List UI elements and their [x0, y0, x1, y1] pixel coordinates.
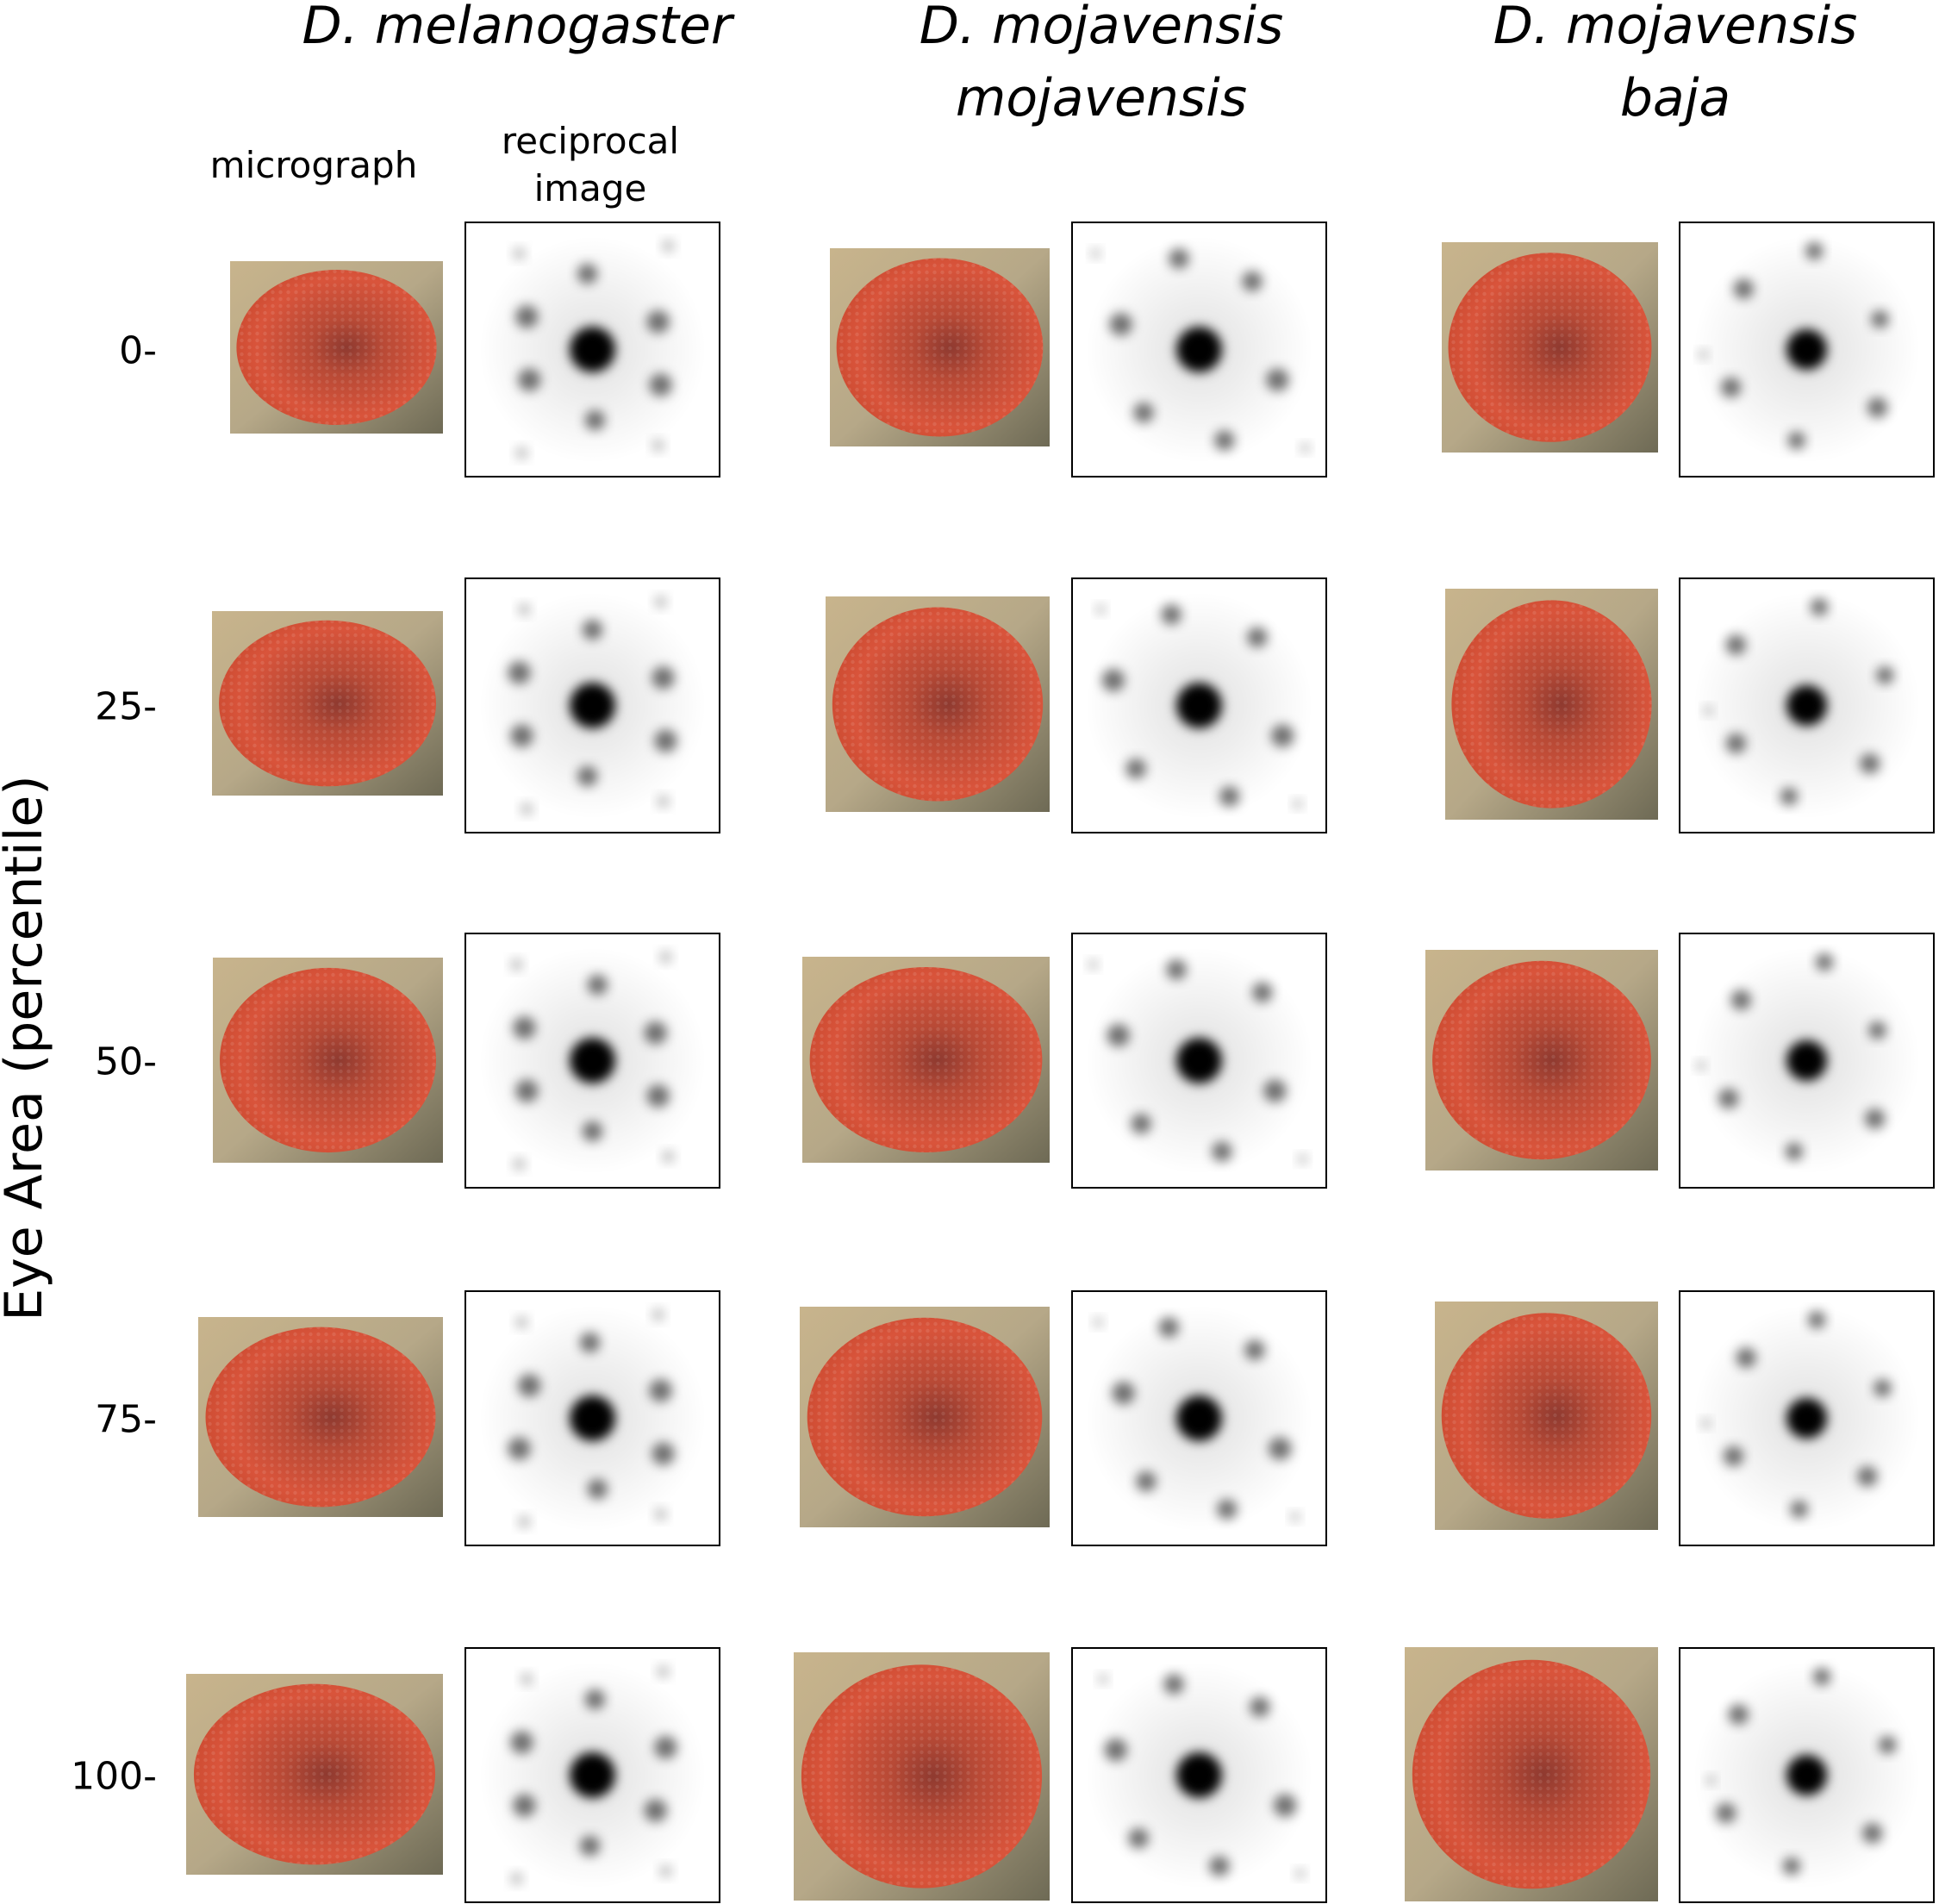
reciprocal-image — [464, 221, 720, 478]
row-tick-label: 75- — [95, 1397, 157, 1442]
eye-micrograph — [830, 248, 1050, 446]
species-title-line1: D. mojavensis — [1493, 0, 1858, 56]
reciprocal-image — [1679, 1646, 1935, 1903]
eye-micrograph — [1405, 1647, 1658, 1901]
reciprocal-image — [464, 932, 720, 1189]
species-title-mojavensis-mojavensis: D. mojavensis mojavensis — [843, 0, 1360, 134]
species-title-line2: baja — [1619, 68, 1731, 128]
eye-micrograph — [213, 958, 443, 1163]
reciprocal-image — [1071, 1646, 1327, 1903]
reciprocal-image — [1071, 577, 1327, 833]
species-title-line1: D. melanogaster — [302, 0, 733, 56]
reciprocal-image — [464, 1289, 720, 1546]
eye-micrograph — [1442, 242, 1658, 453]
reciprocal-image — [1071, 1289, 1327, 1546]
reciprocal-image — [1071, 221, 1327, 478]
reciprocal-image — [1679, 1289, 1935, 1546]
reciprocal-image — [1679, 577, 1935, 833]
row-tick-label: 25- — [95, 684, 157, 729]
species-title-mojavensis-baja: D. mojavensis baja — [1417, 0, 1934, 134]
reciprocal-image — [464, 1646, 720, 1903]
species-title-line1: D. mojavensis — [919, 0, 1284, 56]
eye-micrograph — [1445, 589, 1658, 820]
eye-micrograph — [794, 1652, 1050, 1901]
eye-micrograph — [198, 1317, 443, 1517]
eye-micrograph — [1425, 950, 1658, 1170]
eye-micrograph — [230, 261, 443, 434]
reciprocal-column-label: reciprocal image — [501, 120, 680, 209]
species-title-melanogaster: D. melanogaster — [259, 0, 776, 62]
row-tick-label: 50- — [95, 1039, 157, 1084]
micrograph-column-label: micrograph — [209, 144, 418, 186]
y-axis-label: Eye Area (percentile) — [0, 775, 54, 1321]
eye-micrograph — [1435, 1302, 1658, 1530]
row-tick-label: 0- — [119, 328, 157, 373]
reciprocal-image — [1679, 932, 1935, 1189]
row-tick-label: 100- — [71, 1754, 157, 1799]
species-title-line2: mojavensis — [955, 68, 1248, 128]
eye-micrograph — [800, 1307, 1050, 1527]
eye-micrograph — [212, 611, 443, 796]
eye-micrograph — [186, 1674, 443, 1875]
reciprocal-image — [1679, 221, 1935, 478]
reciprocal-image — [1071, 932, 1327, 1189]
reciprocal-image — [464, 577, 720, 833]
eye-micrograph — [802, 957, 1050, 1163]
eye-micrograph — [826, 596, 1050, 812]
